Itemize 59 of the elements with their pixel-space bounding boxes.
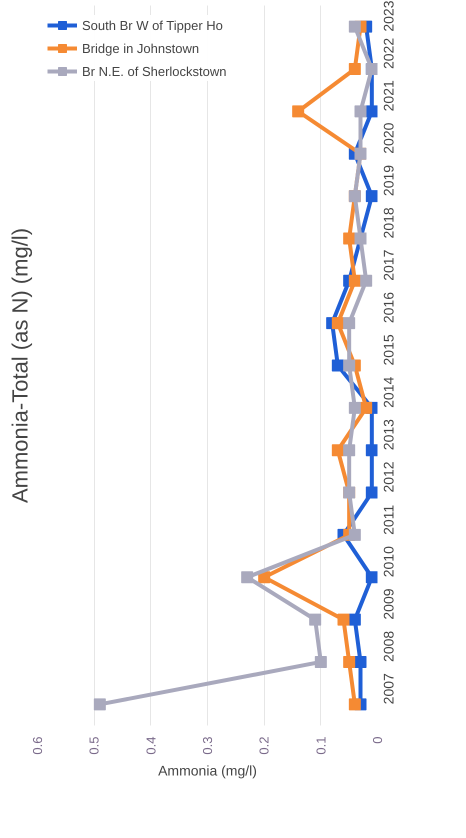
y-tick-label: 2012 — [380, 461, 396, 493]
point — [309, 614, 322, 626]
x-tick-label: 0.4 — [143, 736, 158, 755]
point — [292, 105, 304, 118]
y-tick-label: 2014 — [380, 376, 396, 408]
y-tick-label: 2020 — [380, 122, 396, 154]
legend-label: Bridge in Johnstown — [82, 40, 200, 56]
point — [366, 571, 378, 584]
point — [354, 656, 366, 668]
point — [348, 614, 361, 626]
point — [343, 444, 356, 456]
y-tick-label: 2016 — [380, 292, 396, 324]
point — [348, 274, 361, 287]
x-tick-label: 0 — [370, 736, 385, 744]
y-tick-label: 2022 — [380, 38, 396, 70]
legend-label: South Br W of Tipper Ho — [82, 18, 223, 32]
y-tick-label: 2015 — [380, 334, 396, 366]
point — [343, 656, 356, 668]
point — [343, 232, 356, 244]
x-tick-label: 0.3 — [200, 736, 215, 755]
legend-label: Br N.E. of Sherlockstown — [82, 64, 226, 78]
point — [348, 63, 361, 76]
point — [348, 402, 361, 414]
point — [348, 528, 361, 541]
y-tick-label: 2017 — [380, 249, 396, 281]
y-tick-label: 2010 — [380, 546, 396, 578]
y-tick-label: 2009 — [380, 588, 396, 620]
point — [366, 486, 378, 499]
point — [354, 105, 366, 118]
text: Ammonia-Total (as N) (mg/l) — [8, 228, 32, 504]
y-tick-label: 2007 — [380, 672, 396, 704]
point — [241, 571, 254, 584]
y-tick-label: 2013 — [380, 418, 396, 450]
y-tick-label: 2019 — [380, 164, 396, 196]
point — [366, 190, 378, 202]
point — [338, 614, 350, 626]
point — [360, 274, 372, 287]
point — [314, 656, 327, 668]
y-tick-label: 2011 — [380, 504, 396, 535]
point — [360, 402, 372, 414]
point — [332, 360, 344, 372]
point — [348, 20, 361, 33]
y-tick-label: 2021 — [380, 80, 396, 112]
point — [366, 105, 378, 118]
x-axis-title: Ammonia (mg/l) — [158, 762, 257, 779]
point — [348, 698, 361, 710]
point — [94, 698, 106, 710]
y-tick-label: 2018 — [380, 207, 396, 238]
x-tick-label: 0.2 — [256, 736, 272, 755]
point — [332, 444, 344, 456]
point — [343, 360, 356, 372]
point — [366, 444, 378, 456]
y-tick-label: 2023 — [380, 0, 396, 32]
x-tick-label: 0.5 — [86, 736, 102, 755]
point — [343, 317, 356, 330]
x-tick-label: 0.6 — [30, 736, 45, 755]
y-tick-label: 2008 — [380, 630, 396, 662]
point — [332, 317, 344, 330]
x-tick-label: 0.1 — [313, 736, 328, 755]
